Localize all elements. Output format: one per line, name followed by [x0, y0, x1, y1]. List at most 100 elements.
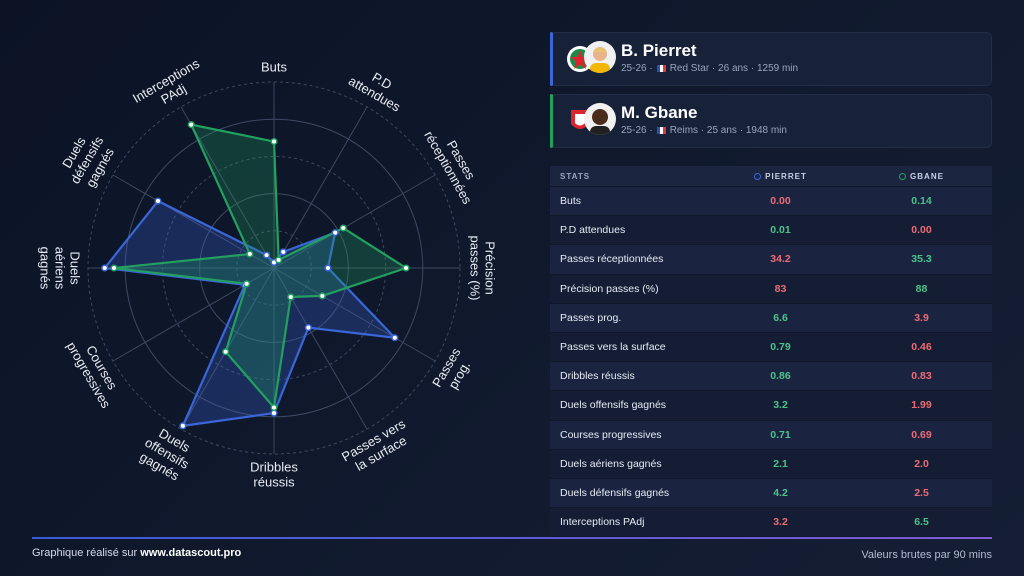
season: 25-26 ·	[621, 125, 653, 136]
radar-area	[112, 123, 408, 409]
stat-value: 6.6	[773, 311, 788, 324]
table-row: Duels défensifs gagnés 4.2 2.5	[550, 478, 992, 509]
radar-point	[101, 264, 109, 272]
radar-point	[287, 293, 295, 301]
accent-bar	[550, 32, 553, 86]
stat-value: 0.46	[911, 341, 932, 354]
radar-point	[222, 348, 230, 356]
table-row: Précision passes (%) 83 88	[550, 274, 992, 304]
stat-value: 0.14	[911, 195, 932, 208]
spoke	[273, 106, 368, 269]
stat-name: Passes vers la surface	[560, 341, 666, 354]
axis-label: Buts	[261, 59, 288, 74]
header-cell: GBANE	[851, 172, 992, 181]
axis-label-line: réussis	[253, 474, 295, 489]
stat-name: Duels défensifs gagnés	[560, 486, 670, 499]
radar-point	[318, 292, 326, 300]
axis-label-line: aériens	[53, 247, 68, 290]
stat-name: Buts	[560, 195, 582, 208]
flag	[656, 65, 666, 72]
table-row: Dribbles réussis 0.86 0.83	[550, 362, 992, 392]
stat-name: Précision passes (%)	[560, 282, 659, 295]
header-text: GBANE	[910, 171, 944, 181]
table-row: Passes prog. 6.6 3.9	[550, 303, 992, 333]
stat-name: Duels offensifs gagnés	[560, 399, 667, 412]
accent-bar	[550, 94, 553, 148]
radar-point	[270, 409, 278, 417]
stat-value: 35.3	[911, 253, 932, 266]
stat-name: Dribbles réussis	[560, 370, 635, 383]
stat-name: Duels aériens gagnés	[560, 457, 662, 470]
header-cell: STATS	[550, 172, 710, 181]
player-info: 25-26 · Red Star · 26 ans · 1259 min	[621, 63, 798, 74]
stat-name: Passes prog.	[560, 311, 622, 324]
radar-point	[324, 264, 332, 272]
player-card: M. Gbane 25-26 · Reims · 25 ans · 1948 mi…	[550, 94, 992, 148]
player-photo	[584, 41, 616, 73]
credit-prefix: Graphique réalisé sur	[32, 547, 138, 559]
table-row: P.D attendues 0.01 0.00	[550, 216, 992, 246]
radar-point	[270, 403, 278, 412]
radar-point	[275, 256, 283, 264]
stat-value: 0.00	[911, 224, 932, 237]
stat-value: 0.00	[770, 195, 791, 208]
footer-credit: Graphique réalisé sur www.datascout.pro	[32, 547, 241, 559]
stat-value: 2.1	[773, 457, 788, 470]
stat-value: 0.79	[770, 341, 791, 354]
table-row: Buts 0.00 0.14	[550, 187, 992, 217]
axis-label-line: passes (%)	[468, 235, 483, 300]
stat-value: 0.01	[770, 224, 791, 237]
axis-label-line: gagnés	[38, 247, 53, 290]
radar-point	[402, 264, 410, 272]
stat-value: 83	[774, 282, 787, 295]
spoke	[273, 267, 436, 362]
player-card: B. Pierret 25-26 · Red Star · 26 ans · 12…	[550, 32, 992, 86]
radar-point	[304, 324, 312, 332]
radar-point	[187, 121, 195, 129]
axis-label-line: Dribbles	[250, 459, 298, 474]
stat-value: 88	[915, 282, 928, 295]
divider	[32, 537, 992, 539]
flag	[656, 127, 666, 134]
stat-name: Courses progressives	[560, 428, 662, 441]
player-info: 25-26 · Reims · 25 ans · 1948 min	[621, 125, 787, 136]
stat-value: 0.83	[911, 370, 932, 383]
spoke	[273, 174, 436, 269]
stat-value: 3.2	[773, 399, 788, 412]
radar-point	[270, 137, 278, 146]
table-row: Passes vers la surface 0.79 0.46	[550, 332, 992, 363]
radar-point	[331, 229, 339, 237]
stat-name: P.D attendues	[560, 224, 626, 237]
radar-point	[243, 280, 251, 288]
stat-value: 0.86	[770, 370, 791, 383]
radar-point	[339, 224, 347, 232]
stat-value: 2.0	[914, 457, 929, 470]
stat-value: 2.5	[914, 486, 929, 499]
radar-point	[246, 250, 254, 258]
details: Red Star · 26 ans · 1259 min	[669, 63, 799, 74]
stat-value: 0.71	[770, 428, 791, 441]
radar-point	[179, 422, 187, 430]
details: Reims · 25 ans · 1948 min	[669, 125, 787, 136]
credit-site: www.datascout.pro	[140, 547, 242, 559]
axis-label-line: Buts	[261, 59, 288, 74]
stats-table: STATS PIERRET GBANE Buts 0.00 0.14 P.D attendu…	[550, 166, 992, 538]
table-row: Passes réceptionnées 34.2 35.3	[550, 245, 992, 275]
player-photo	[584, 103, 616, 135]
axis-label-line: Duels	[68, 251, 83, 285]
header-text: PIERRET	[765, 171, 807, 181]
series-marker	[754, 172, 762, 180]
header-cell: PIERRET	[710, 172, 851, 181]
radar-point	[279, 248, 287, 256]
